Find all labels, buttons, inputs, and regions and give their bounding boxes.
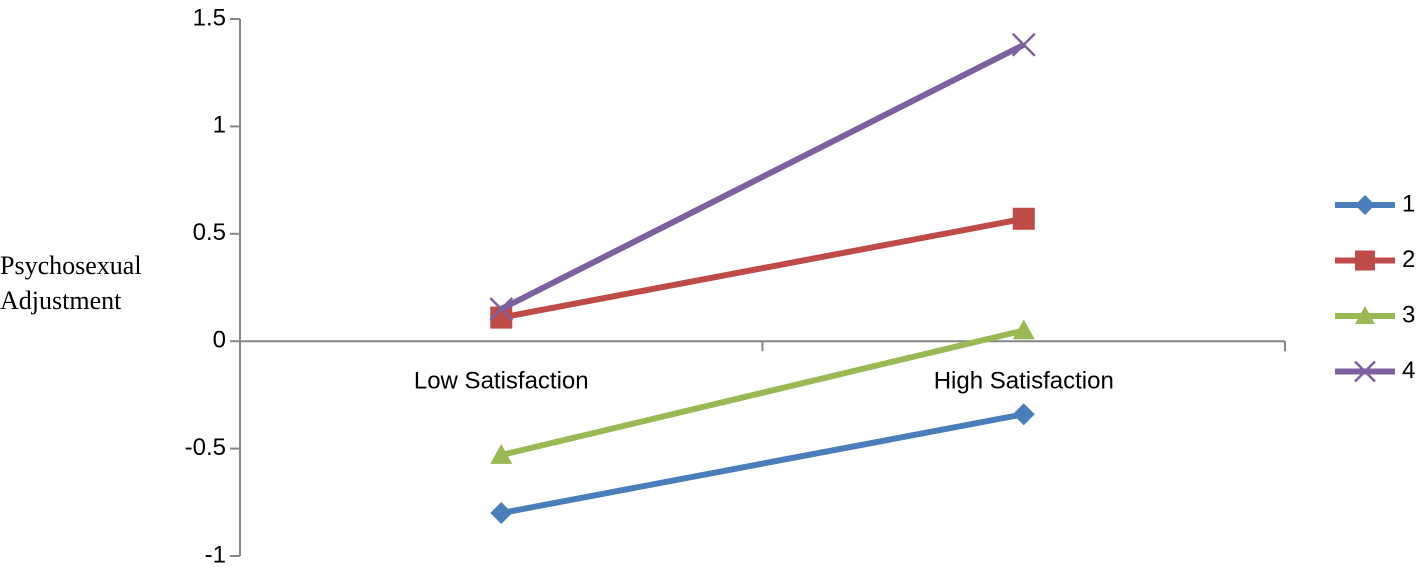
- series-line: [499, 42, 1026, 312]
- series-line: [500, 327, 1025, 458]
- legend-label: 2: [1402, 246, 1415, 273]
- legend-label: 3: [1402, 301, 1415, 328]
- y-axis-title: Psychosexual Adjustment: [0, 251, 142, 315]
- legend-marker: [1355, 250, 1375, 271]
- legend-label: 4: [1402, 357, 1415, 384]
- y-tick-label: 1.5: [193, 4, 226, 31]
- legend-marker: [1355, 306, 1375, 324]
- y-tick-label: 1: [213, 112, 226, 139]
- legend-marker: [1355, 195, 1375, 215]
- marker: [1011, 32, 1036, 57]
- y-tick-label: 0: [213, 327, 226, 354]
- legend-label: 1: [1402, 190, 1415, 217]
- y-tick-label: -1: [205, 541, 226, 568]
- x-tick-label: Low Satisfaction: [414, 368, 589, 395]
- y-tick-label: 0.5: [193, 219, 226, 246]
- x-tick-label: High Satisfaction: [934, 368, 1114, 395]
- series-line: [500, 215, 1025, 321]
- y-tick-label: -0.5: [185, 434, 226, 461]
- marker: [1012, 207, 1035, 230]
- series-line: [500, 411, 1025, 516]
- marker: [490, 444, 513, 464]
- marker: [490, 502, 513, 525]
- marker: [1012, 403, 1035, 426]
- marker: [1012, 319, 1035, 340]
- marker: [490, 306, 513, 329]
- legend-marker: [1354, 360, 1376, 383]
- marker: [489, 297, 514, 321]
